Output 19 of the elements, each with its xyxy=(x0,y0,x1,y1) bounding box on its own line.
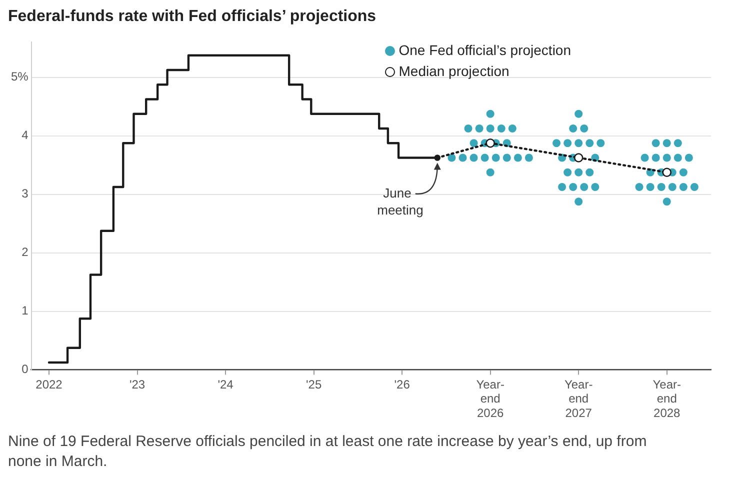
annotation: June meeting xyxy=(377,185,424,218)
x-tick-label: '26 xyxy=(394,377,410,392)
x-tick-label: Year-end 2027 xyxy=(564,377,593,420)
y-tick-label: 4 xyxy=(22,128,29,142)
chart-title: Federal-funds rate with Fed officials’ projections xyxy=(8,8,378,26)
legend-label: Median projection xyxy=(398,62,510,81)
x-tick-label: '23 xyxy=(129,377,146,392)
y-tick-label: 1 xyxy=(22,304,29,318)
x-tick-label: Year-end 2028 xyxy=(652,377,681,420)
x-tick-label: '24 xyxy=(218,377,234,392)
x-tick-label: Year-end 2026 xyxy=(476,377,504,420)
y-tick-label: 2 xyxy=(22,245,29,260)
x-tick-label: '25 xyxy=(306,377,322,392)
x-tick-label: 2022 xyxy=(36,377,63,392)
legend-label: One Fed official’s projection xyxy=(398,41,571,60)
y-tick-label: 3 xyxy=(22,186,29,201)
y-tick-label: 0 xyxy=(22,362,29,376)
y-tick-label: 5% xyxy=(11,70,29,84)
text: Nine of 19 Federal Reserve officials penciled in at least one rate increase by year’s end, up from none in March. xyxy=(8,432,648,472)
